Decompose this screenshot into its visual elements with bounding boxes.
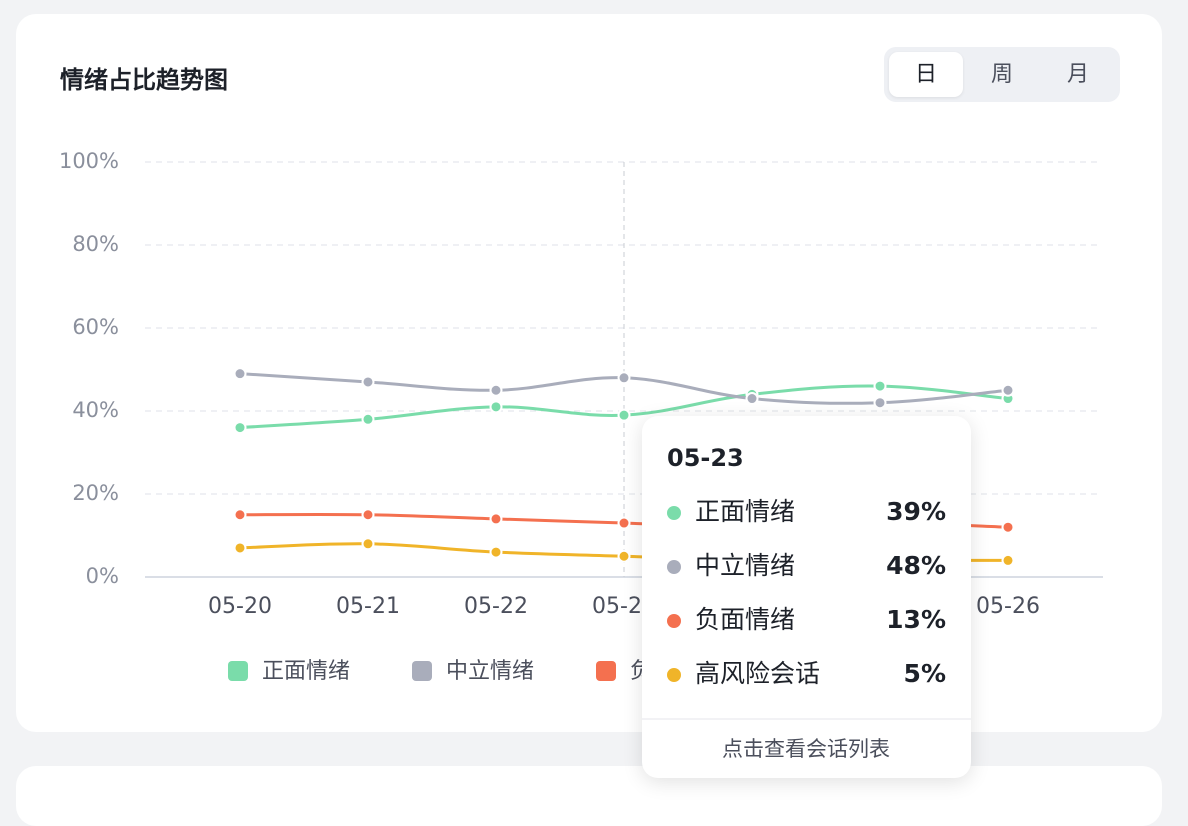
data-point xyxy=(489,383,503,397)
data-point xyxy=(873,379,887,393)
legend-swatch xyxy=(596,661,616,681)
chart-title: 情绪占比趋势图 xyxy=(60,66,228,94)
legend-label: 中立情绪 xyxy=(446,659,534,684)
tooltip-value: 13% xyxy=(886,605,946,634)
x-tick-label: 05-21 xyxy=(336,594,400,619)
tooltip-value: 5% xyxy=(904,659,946,688)
tooltip-name: 中立情绪 xyxy=(695,551,795,580)
data-point xyxy=(361,508,375,522)
chart: 0% 20% 40% 60% 80% 100% 05-20 05-21 05-22 05-23 05… xyxy=(59,149,1103,684)
data-point xyxy=(617,371,631,385)
data-point xyxy=(233,508,247,522)
data-point xyxy=(233,367,247,381)
tooltip-footer: 点击查看会话列表 xyxy=(722,737,890,761)
legend-swatch xyxy=(412,661,432,681)
tooltip-dot xyxy=(667,668,681,682)
tooltip-name: 高风险会话 xyxy=(695,659,820,688)
data-point xyxy=(489,512,503,526)
y-tick-label: 100% xyxy=(59,149,119,173)
data-point xyxy=(745,392,759,406)
data-point xyxy=(1001,383,1015,397)
data-point xyxy=(873,396,887,410)
legend-label: 正面情绪 xyxy=(262,659,350,684)
tab[interactable]: 日 xyxy=(889,52,963,97)
y-tick-label: 60% xyxy=(72,315,119,339)
tooltip-title: 05-23 xyxy=(667,444,744,472)
data-point xyxy=(1001,553,1015,567)
card xyxy=(16,14,1162,732)
tooltip-dot xyxy=(667,506,681,520)
data-point xyxy=(1001,520,1015,534)
tooltip-dot xyxy=(667,560,681,574)
tooltip-value: 39% xyxy=(886,497,946,526)
x-tick-label: 05-26 xyxy=(976,594,1040,619)
y-tick-label: 0% xyxy=(86,564,119,588)
tooltip[interactable]: 05-23 正面情绪 39% 中立情绪 48% 负面情绪 13% 高风险会话 5% 点击查看会话列… xyxy=(642,416,971,778)
x-tick-label: 05-22 xyxy=(464,594,528,619)
data-point xyxy=(489,400,503,414)
data-point xyxy=(361,412,375,426)
tooltip-value: 48% xyxy=(886,551,946,580)
data-point xyxy=(489,545,503,559)
data-point xyxy=(361,375,375,389)
data-point xyxy=(361,537,375,551)
data-point xyxy=(617,516,631,530)
y-tick-label: 40% xyxy=(72,398,119,422)
y-tick-label: 20% xyxy=(72,481,119,505)
x-tick-label: 05-20 xyxy=(208,594,272,619)
tab[interactable]: 周 xyxy=(990,62,1013,87)
tooltip-dot xyxy=(667,614,681,628)
page: 情绪占比趋势图 日 周 月 0% 20% 40% 60% 80% 100% 05-20 05-… xyxy=(16,14,1162,826)
tab[interactable]: 月 xyxy=(1066,62,1089,87)
data-point xyxy=(617,408,631,422)
tab-group: 日 周 月 xyxy=(884,47,1120,102)
tooltip-name: 负面情绪 xyxy=(695,605,795,634)
data-point xyxy=(617,549,631,563)
tooltip-name: 正面情绪 xyxy=(695,497,795,526)
legend-swatch xyxy=(228,661,248,681)
data-point xyxy=(233,541,247,555)
tooltip-content: 05-23 正面情绪 39% 中立情绪 48% 负面情绪 13% 高风险会话 5% 点击查看会话列… xyxy=(642,444,971,761)
y-tick-label: 80% xyxy=(72,232,119,256)
data-point xyxy=(233,421,247,435)
